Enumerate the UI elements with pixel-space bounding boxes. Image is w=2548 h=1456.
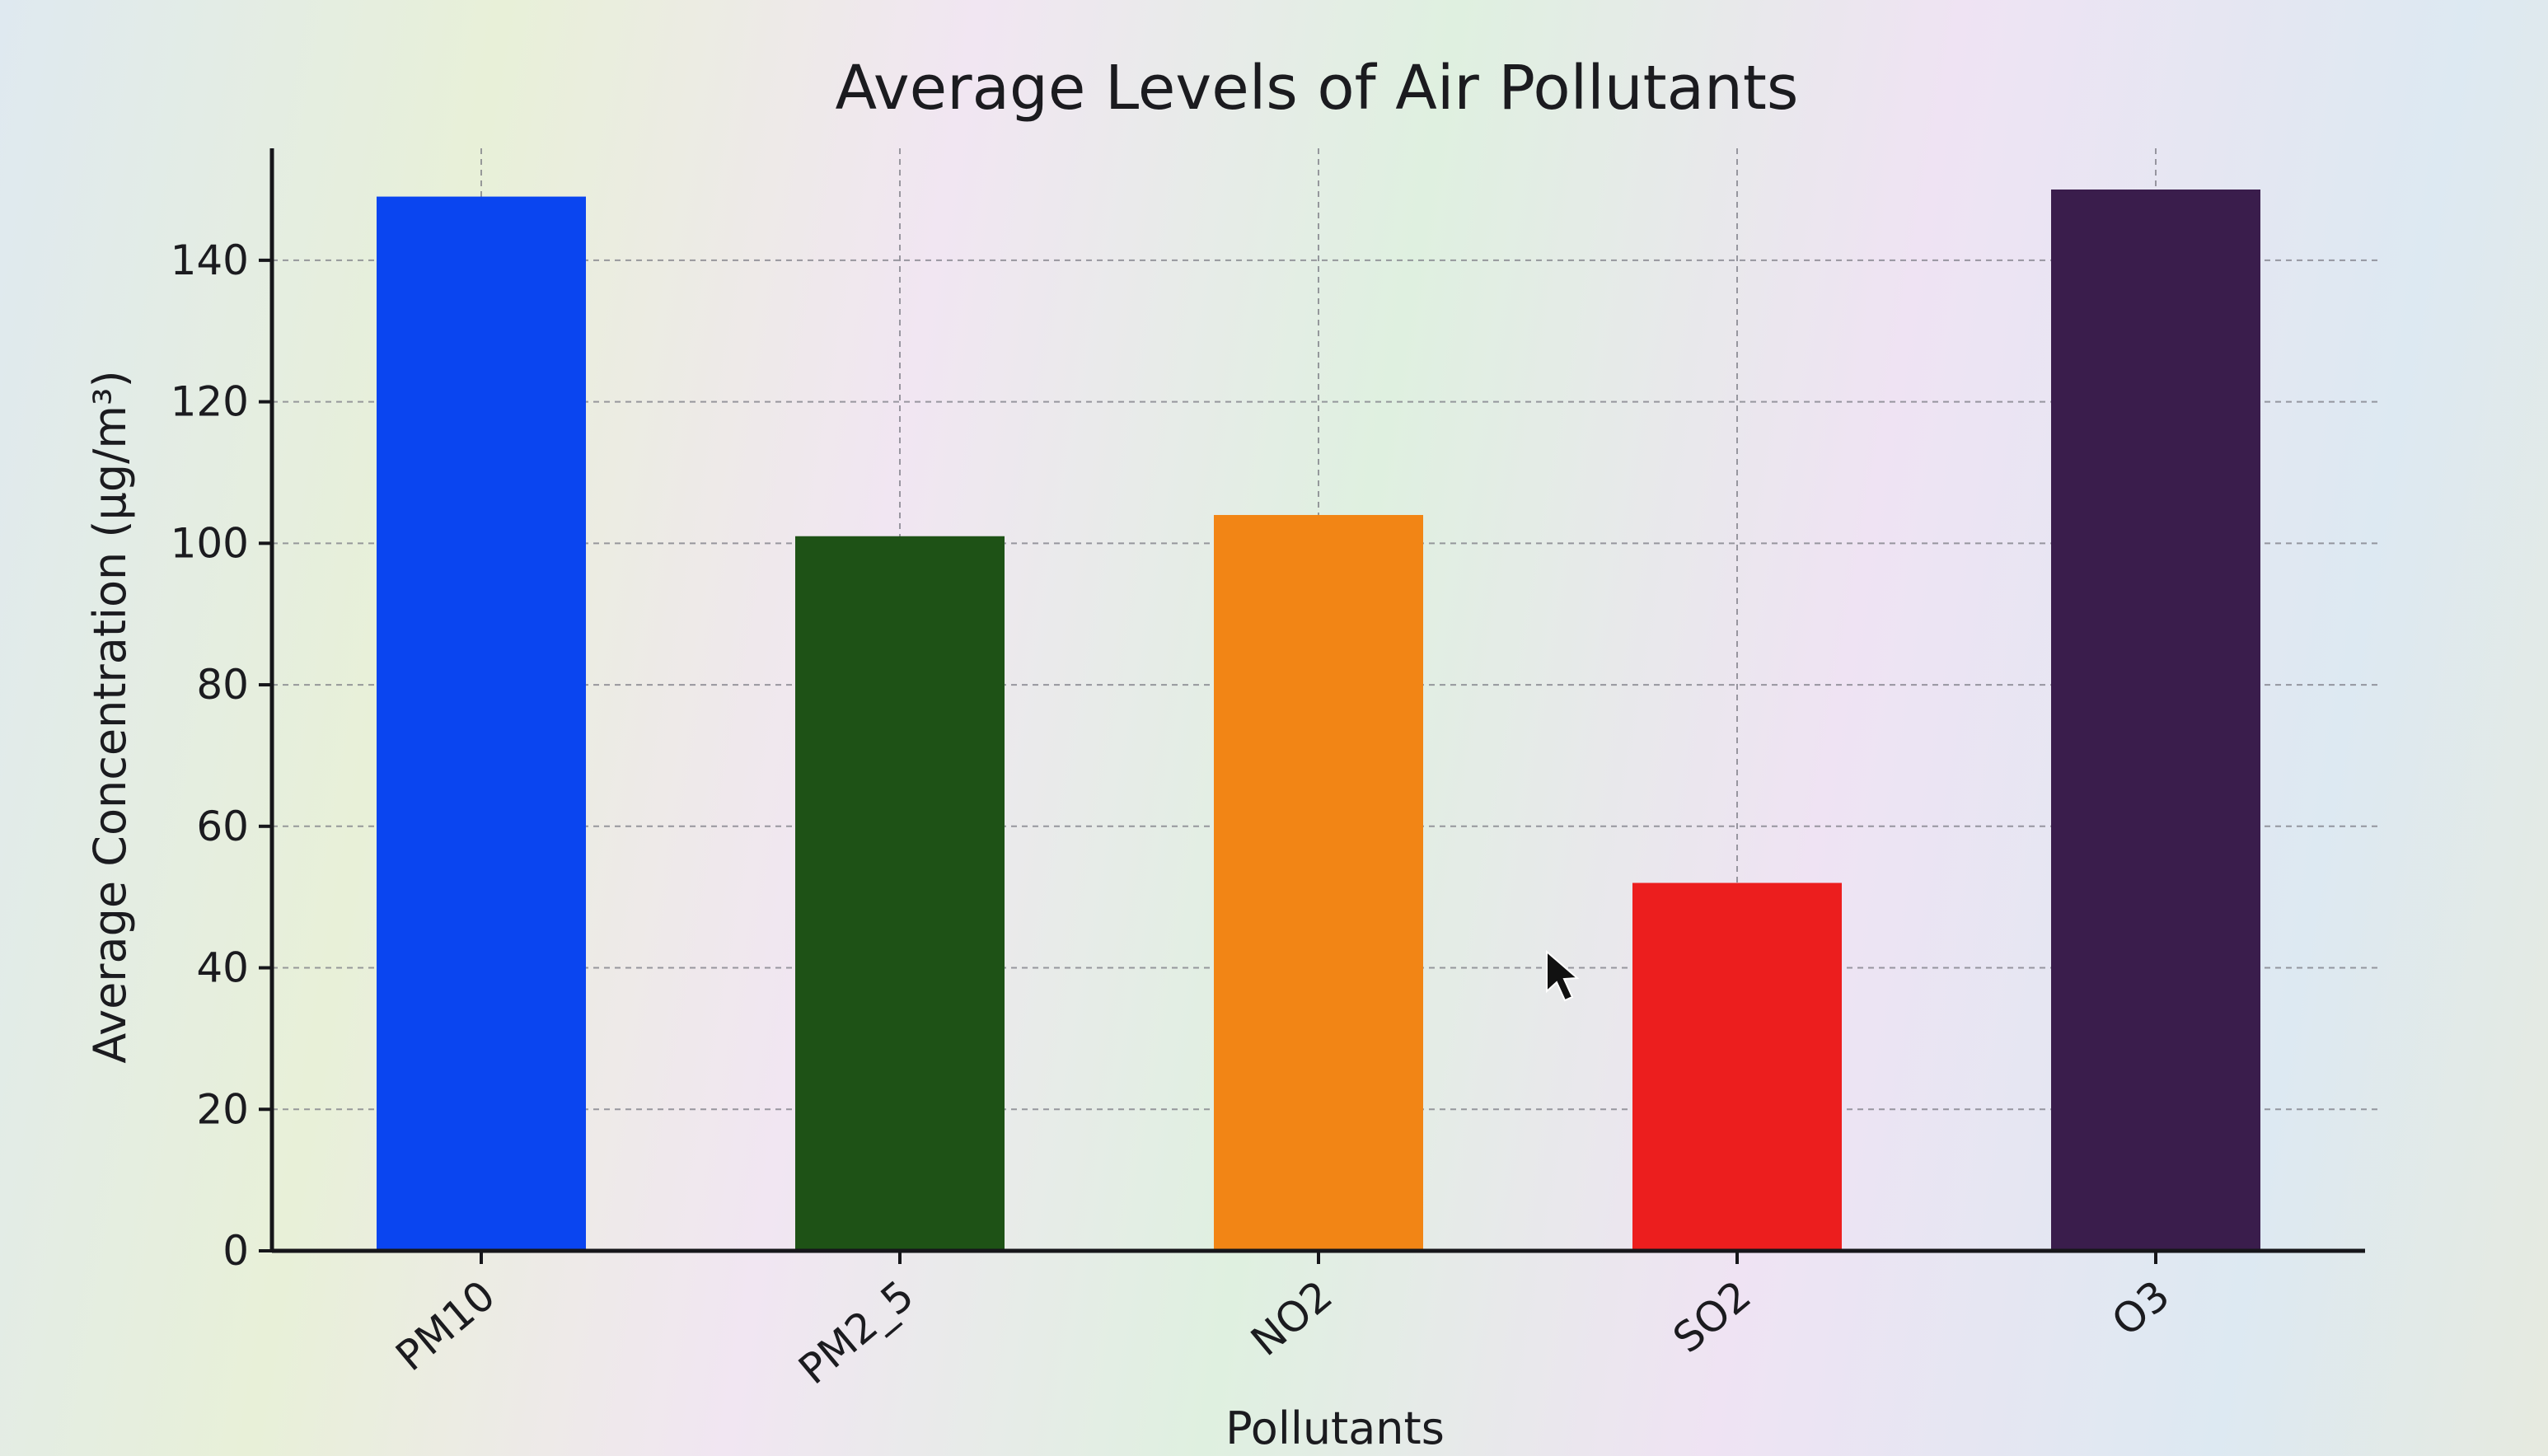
mouse-pointer-icon: [1546, 949, 1580, 1002]
y-tick-label: 80: [196, 661, 249, 709]
y-tick-label: 120: [171, 378, 249, 426]
y-tick-label: 40: [196, 944, 249, 992]
x-tick-label: NO2: [1242, 1271, 1341, 1365]
y-tick-label: 20: [196, 1085, 249, 1133]
bar-pm2_5: [795, 536, 1005, 1251]
x-tick-label: PM2_5: [789, 1271, 922, 1394]
bar-o3: [2051, 190, 2260, 1251]
chart-title: Average Levels of Air Pollutants: [836, 53, 1799, 124]
bars: [377, 190, 2260, 1251]
x-tick-label: SO2: [1665, 1271, 1760, 1363]
x-axis-label: Pollutants: [1225, 1402, 1445, 1454]
y-tick-label: 100: [171, 519, 249, 567]
bar-pm10: [377, 196, 586, 1251]
y-axis-label: Average Concentration (µg/m³): [84, 370, 136, 1063]
y-tick-label: 60: [196, 803, 249, 850]
y-tick-label: 140: [171, 236, 249, 284]
y-tick-label: 0: [222, 1227, 249, 1275]
bar-no2: [1214, 514, 1423, 1251]
y-axis-ticks: 0 20 40 60 80 100 120 140: [171, 236, 272, 1275]
x-tick-label: PM10: [387, 1271, 504, 1380]
bar-so2: [1632, 882, 1842, 1251]
x-tick-label: O3: [2103, 1271, 2179, 1346]
x-axis-ticks: PM10 PM2_5 NO2 SO2 O3: [387, 1251, 2179, 1393]
